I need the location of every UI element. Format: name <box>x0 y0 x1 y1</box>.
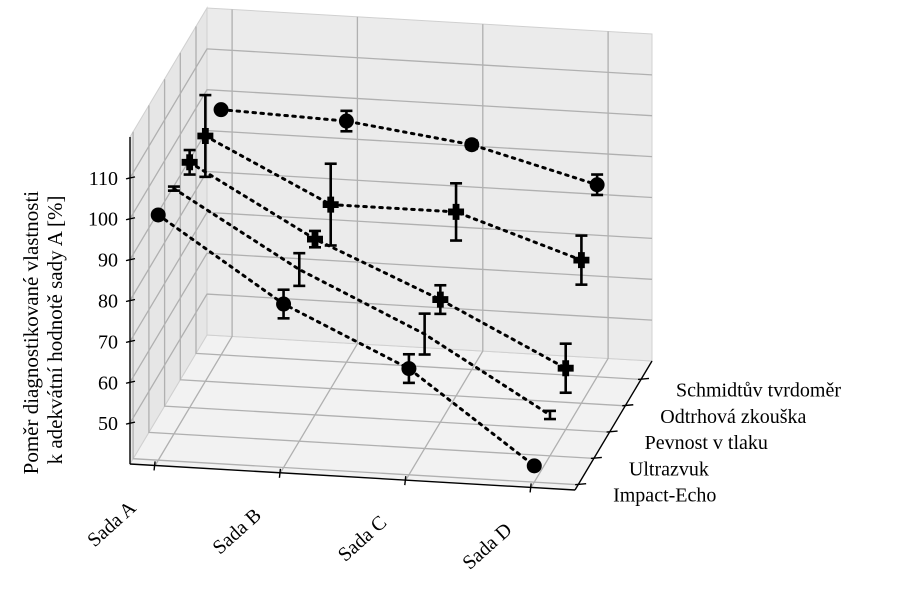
z-tick-label: 110 <box>89 168 118 190</box>
data-point <box>526 458 542 474</box>
series-group <box>197 93 590 286</box>
gridline-category <box>405 24 484 481</box>
z-axis-title-line-2: k adekvátní hodnotě sady A [%] <box>43 196 67 465</box>
depth-tick-mark <box>575 483 587 486</box>
series-line <box>219 108 599 187</box>
series-line <box>188 160 568 370</box>
depth-tick-mark <box>637 377 650 381</box>
gridline-category <box>530 31 609 488</box>
x-tick-mark <box>404 476 407 486</box>
gridline-category <box>279 16 359 474</box>
x-tick-label: Sada D <box>458 519 516 574</box>
data-point <box>322 196 339 213</box>
z-tick-mark <box>125 257 136 262</box>
z-tick-mark <box>125 298 136 303</box>
gridline-depth <box>179 52 626 407</box>
x-tick-mark <box>529 483 532 493</box>
z-tick-mark <box>125 339 136 344</box>
gridline-depth <box>132 131 579 486</box>
data-point <box>464 137 480 153</box>
z-tick-mark <box>125 176 136 180</box>
data-point <box>432 291 449 308</box>
gridline-value <box>129 48 653 179</box>
data-point <box>448 203 465 220</box>
data-point <box>197 127 214 144</box>
data-point <box>401 361 417 377</box>
chart-series <box>150 93 605 474</box>
z-tick-label: 70 <box>98 331 118 353</box>
data-point <box>338 113 354 129</box>
depth-tick-label: Schmidtův tvrdoměr <box>676 379 841 401</box>
series-group <box>150 207 542 474</box>
x-tick-label: Sada C <box>334 511 391 566</box>
z-tick-label: 60 <box>98 372 118 394</box>
z-tick-label: 80 <box>98 291 118 313</box>
series-line <box>172 187 552 417</box>
data-point <box>573 252 590 269</box>
data-point <box>557 360 574 377</box>
gridline-value <box>129 89 653 220</box>
depth-tick-label: Ultrazvuk <box>629 458 709 480</box>
gridline-depth <box>163 79 610 433</box>
z-tick-mark <box>125 217 136 221</box>
z-axis-title: Poměr diagnostikované vlastnosti k adekv… <box>19 186 67 475</box>
chart-gridlines <box>129 9 653 488</box>
x-tick-mark <box>153 461 156 471</box>
chart-axes <box>125 137 653 493</box>
series-group <box>167 185 556 421</box>
z-tick-label: 50 <box>98 413 118 435</box>
series-line <box>156 213 536 468</box>
gridline-category <box>154 9 233 466</box>
x-tick-label: Sada B <box>209 504 266 559</box>
x-tick-label: Sada A <box>83 496 141 551</box>
x-axis-line <box>129 463 576 491</box>
data-point <box>150 207 166 223</box>
z-tick-label: 90 <box>98 250 118 272</box>
z-tick-mark <box>125 380 136 384</box>
depth-tick-mark <box>622 404 634 407</box>
depth-tick-label: Impact-Echo <box>613 485 716 507</box>
depth-tick-label: Pevnost v tlaku <box>645 432 768 454</box>
series-group <box>213 102 605 197</box>
x-tick-mark <box>278 468 282 478</box>
data-point <box>181 154 198 171</box>
depth-tick-mark <box>590 456 602 460</box>
z-axis-title-line-1: Poměr diagnostikované vlastnosti <box>19 191 43 475</box>
gridline-value <box>129 293 653 424</box>
data-point <box>589 177 605 193</box>
data-point <box>276 296 292 312</box>
series-group <box>181 148 574 395</box>
data-point <box>306 231 323 248</box>
gridline-value <box>129 252 653 383</box>
series-line <box>203 134 583 262</box>
z-tick-mark <box>125 421 136 425</box>
z-tick-label: 100 <box>88 209 118 231</box>
gridline-depth <box>195 26 642 381</box>
depth-tick-label: Odtrhová zkouška <box>660 406 806 428</box>
gridline-depth <box>148 105 594 460</box>
depth-tick-mark <box>606 430 618 433</box>
data-point <box>213 102 229 118</box>
gridline-value <box>129 170 653 301</box>
depth-axis-line <box>574 360 653 491</box>
chart-panes <box>129 6 653 491</box>
